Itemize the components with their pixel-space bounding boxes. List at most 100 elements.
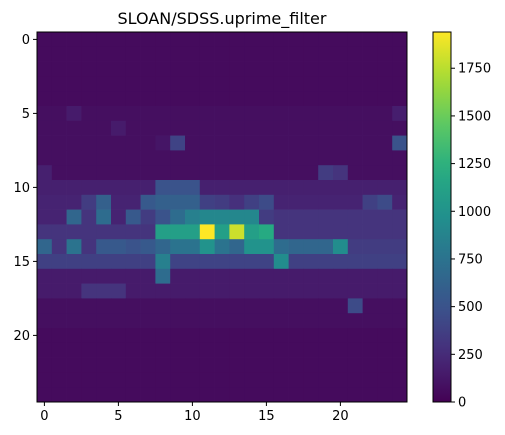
heatmap-cell bbox=[140, 194, 156, 210]
heatmap-cell bbox=[392, 61, 408, 77]
heatmap-cell bbox=[125, 150, 141, 166]
heatmap-cell bbox=[392, 342, 408, 358]
heatmap-cell bbox=[37, 61, 53, 77]
heatmap-cell bbox=[244, 268, 260, 284]
heatmap-cell bbox=[170, 150, 186, 166]
heatmap-cell bbox=[392, 165, 408, 181]
heatmap-cell bbox=[347, 180, 363, 196]
heatmap-cell bbox=[214, 32, 230, 48]
heatmap-cell bbox=[288, 209, 304, 225]
heatmap-cell bbox=[140, 91, 156, 107]
heatmap-cell bbox=[244, 46, 260, 62]
heatmap-cell bbox=[273, 387, 289, 403]
heatmap-cell bbox=[111, 194, 127, 210]
heatmap-cell bbox=[333, 313, 349, 329]
heatmap-cell bbox=[229, 372, 245, 388]
heatmap-cell bbox=[155, 135, 171, 151]
heatmap-cell bbox=[81, 387, 97, 403]
heatmap-cell bbox=[81, 165, 97, 181]
heatmap-cell bbox=[155, 61, 171, 77]
heatmap-cell bbox=[96, 135, 112, 151]
heatmap-cell bbox=[170, 224, 186, 240]
heatmap-cell bbox=[229, 120, 245, 136]
heatmap-cell bbox=[185, 224, 201, 240]
heatmap-cell bbox=[125, 46, 141, 62]
heatmap-cell bbox=[170, 165, 186, 181]
heatmap-cell bbox=[51, 76, 67, 92]
colorbar-axis: 0 250 500 750 1000 1250 1500 1750 bbox=[451, 62, 491, 411]
heatmap-cell bbox=[140, 180, 156, 196]
heatmap-cell bbox=[170, 76, 186, 92]
heatmap-cell bbox=[214, 387, 230, 403]
heatmap-cell bbox=[229, 224, 245, 240]
heatmap-cell bbox=[392, 268, 408, 284]
heatmap-cell bbox=[199, 357, 215, 373]
heatmap-cell bbox=[185, 283, 201, 299]
heatmap-cell bbox=[199, 328, 215, 344]
heatmap-cell bbox=[244, 357, 260, 373]
heatmap-cell bbox=[362, 194, 378, 210]
heatmap-cell bbox=[170, 298, 186, 314]
heatmap-cell bbox=[392, 32, 408, 48]
heatmap-cell bbox=[347, 76, 363, 92]
heatmap-cell bbox=[244, 387, 260, 403]
heatmap-cell bbox=[66, 357, 82, 373]
heatmap-cell bbox=[66, 372, 82, 388]
heatmap-cell bbox=[96, 106, 112, 122]
heatmap-cell bbox=[333, 254, 349, 270]
heatmap-cell bbox=[318, 180, 334, 196]
heatmap-cell bbox=[273, 298, 289, 314]
heatmap-cell bbox=[96, 165, 112, 181]
heatmap-cell bbox=[111, 46, 127, 62]
heatmap-cell bbox=[155, 268, 171, 284]
heatmap-cell bbox=[303, 328, 319, 344]
heatmap-cell bbox=[347, 32, 363, 48]
heatmap-cell bbox=[170, 91, 186, 107]
heatmap-cell bbox=[303, 135, 319, 151]
heatmap-cell bbox=[273, 194, 289, 210]
heatmap-cell bbox=[170, 357, 186, 373]
heatmap-cell bbox=[199, 150, 215, 166]
heatmap-cell bbox=[273, 357, 289, 373]
heatmap-cell bbox=[244, 135, 260, 151]
heatmap-cell bbox=[111, 32, 127, 48]
heatmap-cell bbox=[377, 313, 393, 329]
heatmap-cell bbox=[362, 180, 378, 196]
heatmap-cell bbox=[96, 268, 112, 284]
heatmap-cell bbox=[273, 135, 289, 151]
heatmap-cell bbox=[303, 224, 319, 240]
heatmap-cell bbox=[259, 283, 275, 299]
y-tick-label: 5 bbox=[22, 107, 30, 122]
heatmap-cell bbox=[199, 106, 215, 122]
heatmap-cell bbox=[155, 150, 171, 166]
heatmap-cell bbox=[273, 224, 289, 240]
heatmap-cell bbox=[170, 194, 186, 210]
heatmap-cell bbox=[185, 106, 201, 122]
x-axis: 0 5 10 15 20 bbox=[40, 402, 349, 424]
heatmap-cell bbox=[229, 268, 245, 284]
heatmap-cell bbox=[125, 32, 141, 48]
heatmap-cell bbox=[214, 328, 230, 344]
heatmap-cell bbox=[392, 328, 408, 344]
heatmap-cell bbox=[81, 209, 97, 225]
heatmap-cell bbox=[37, 91, 53, 107]
heatmap-cell bbox=[347, 357, 363, 373]
heatmap-cell bbox=[347, 224, 363, 240]
heatmap-cell bbox=[347, 328, 363, 344]
heatmap-cell bbox=[259, 224, 275, 240]
heatmap-cell bbox=[214, 209, 230, 225]
heatmap-cell bbox=[214, 180, 230, 196]
heatmap-cell bbox=[318, 254, 334, 270]
heatmap-cell bbox=[333, 194, 349, 210]
heatmap-cell bbox=[37, 106, 53, 122]
heatmap-cell bbox=[185, 239, 201, 255]
heatmap-cell bbox=[125, 209, 141, 225]
x-tick-label: 15 bbox=[258, 409, 275, 424]
heatmap-cell bbox=[66, 120, 82, 136]
colorbar-tick-label: 1250 bbox=[458, 157, 491, 172]
x-tick-label: 5 bbox=[114, 409, 122, 424]
heatmap-cell bbox=[214, 61, 230, 77]
heatmap-cell bbox=[214, 150, 230, 166]
heatmap-cell bbox=[37, 194, 53, 210]
heatmap-cell bbox=[303, 106, 319, 122]
